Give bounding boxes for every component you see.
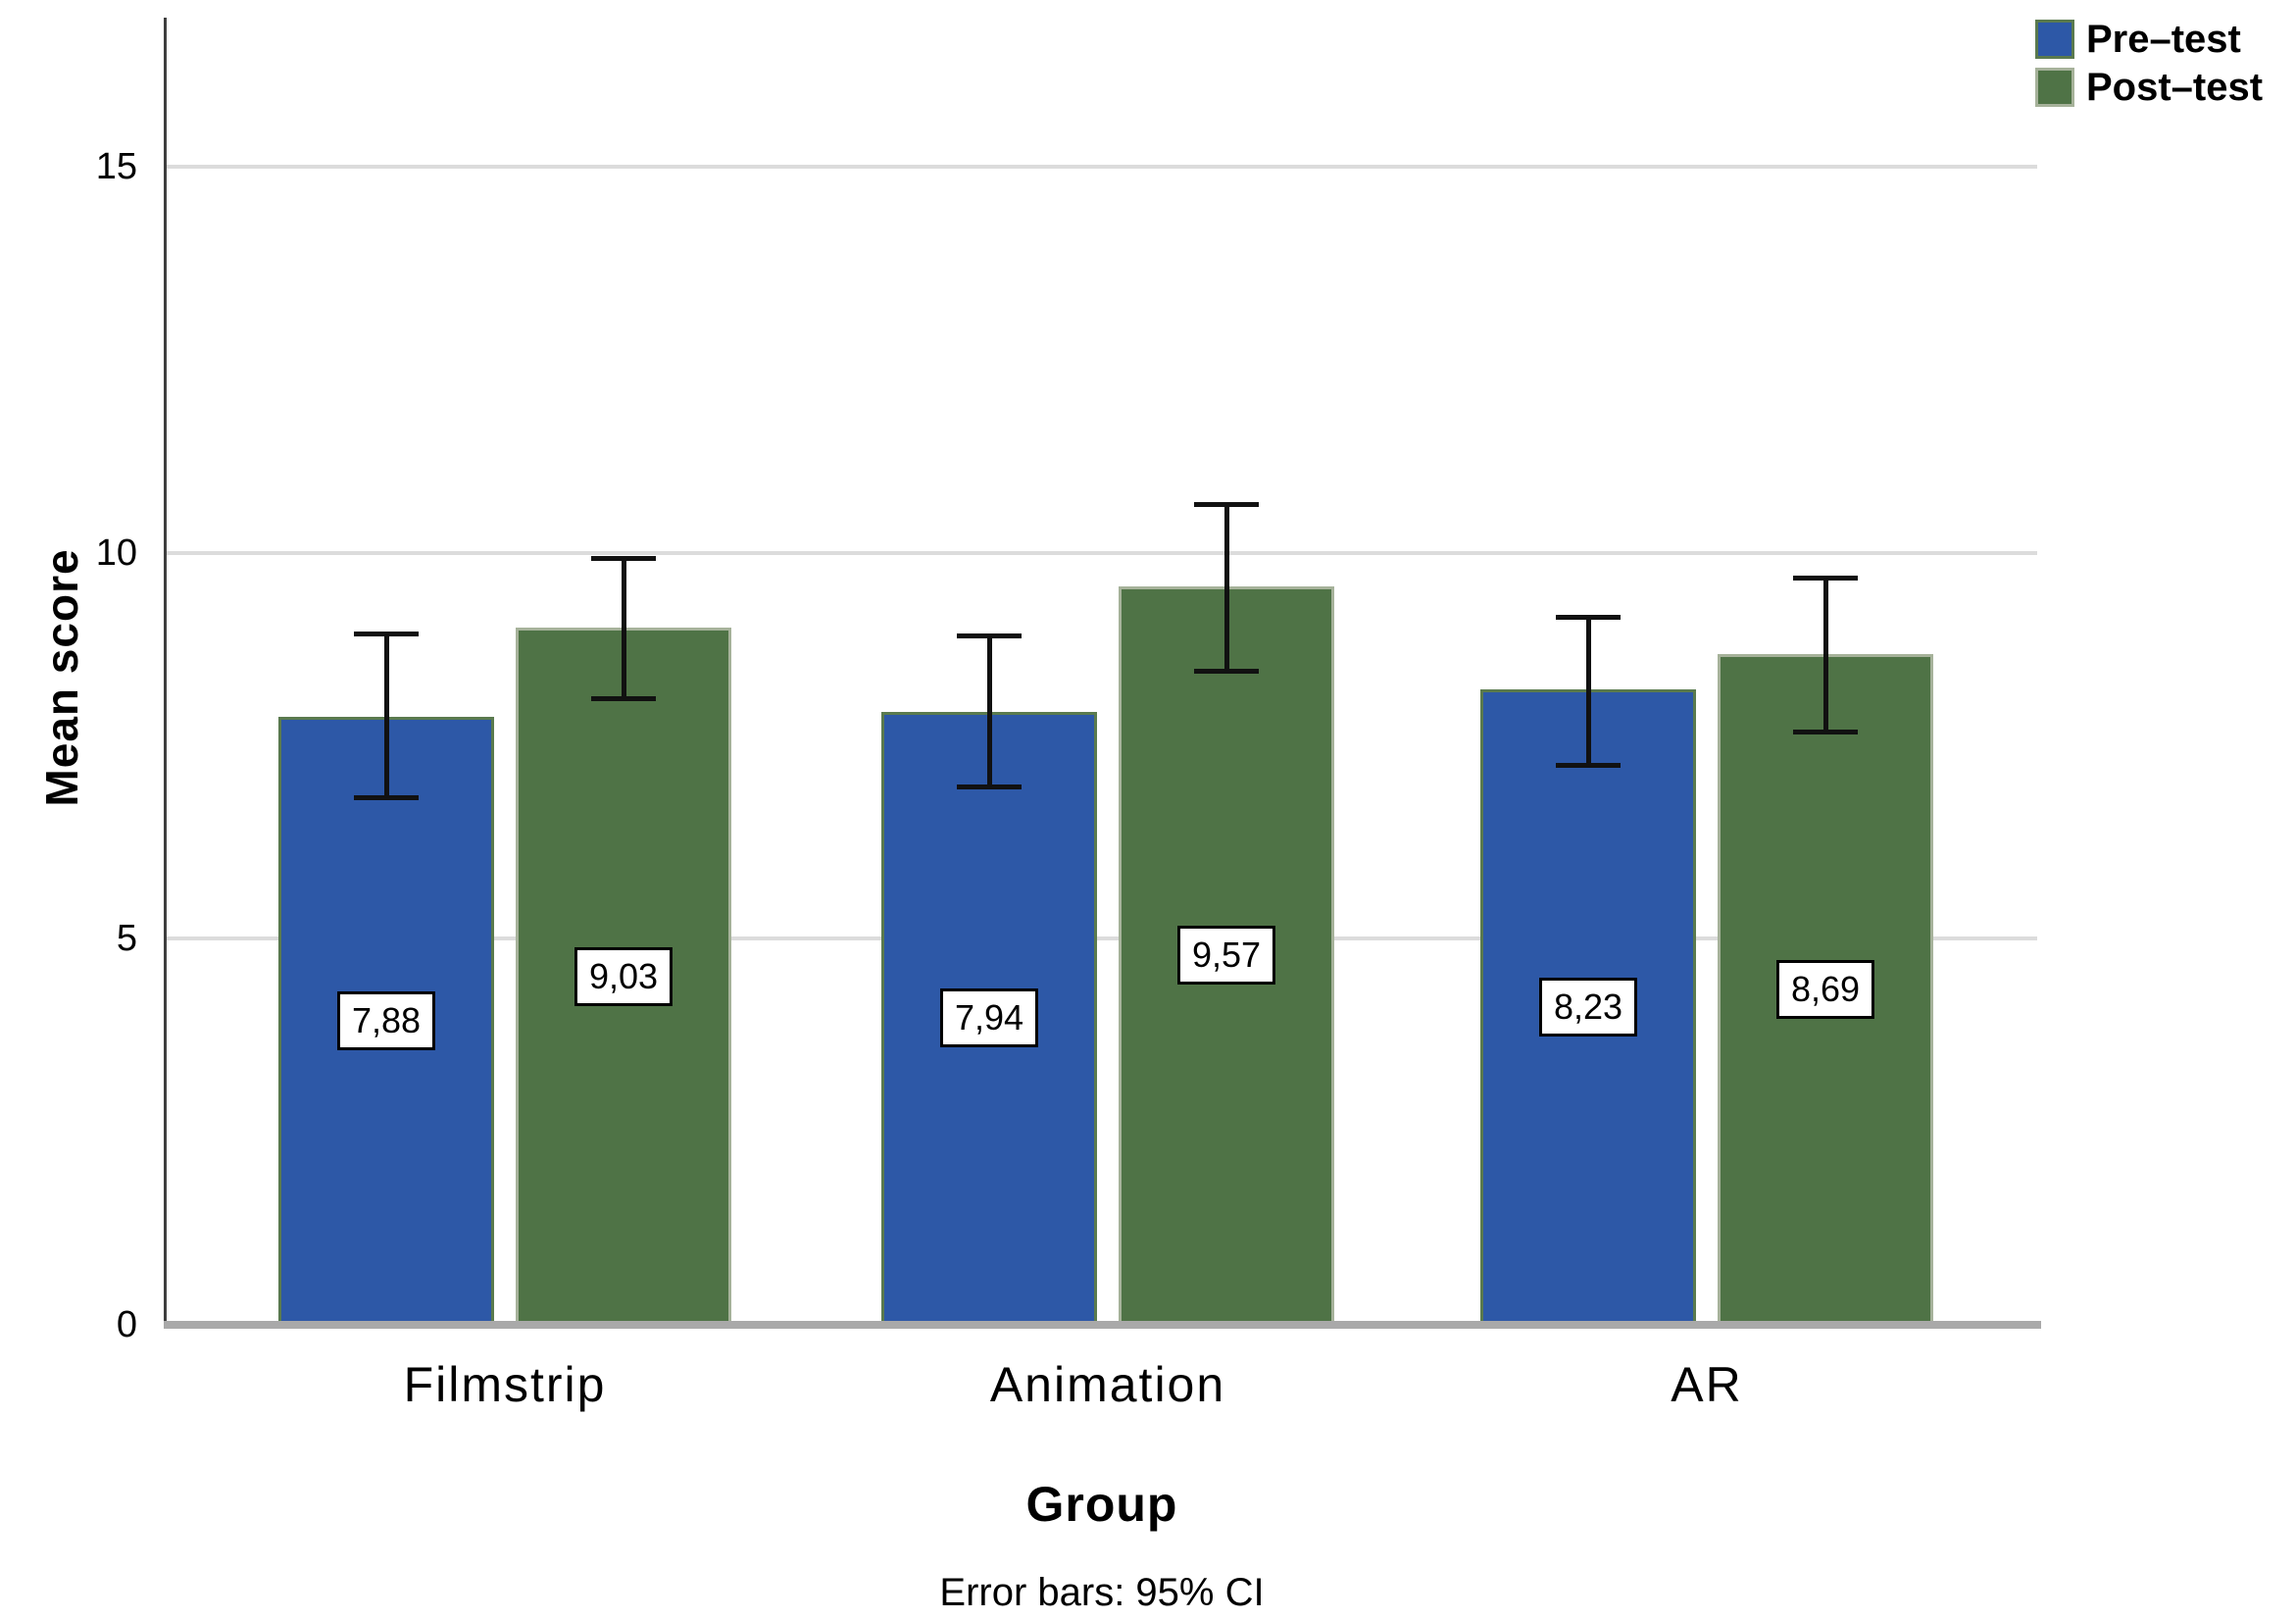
legend-label-posttest: Post–test bbox=[2086, 66, 2264, 109]
gridline-10 bbox=[167, 550, 2037, 555]
error-bar-pretest-filmstrip bbox=[383, 632, 389, 800]
bar-posttest-filmstrip bbox=[516, 628, 731, 1325]
y-axis-line bbox=[164, 18, 167, 1329]
y-tick-label-10: 10 bbox=[95, 531, 137, 574]
error-bar-cap-bottom-posttest-filmstrip bbox=[591, 695, 656, 701]
legend: Pre–test Post–test bbox=[2035, 20, 2263, 116]
error-bar-cap-top-pretest-animation bbox=[957, 633, 1022, 639]
legend-swatch-pretest bbox=[2035, 20, 2074, 59]
value-label-posttest-animation: 9,57 bbox=[1176, 926, 1276, 986]
error-bar-cap-bottom-pretest-animation bbox=[957, 784, 1022, 790]
value-label-pretest-filmstrip: 7,88 bbox=[336, 990, 436, 1050]
y-axis-title: Mean score bbox=[36, 548, 87, 807]
legend-item-posttest: Post–test bbox=[2035, 68, 2263, 107]
error-bar-posttest-ar bbox=[1822, 576, 1828, 734]
error-bar-cap-bottom-posttest-animation bbox=[1194, 669, 1259, 675]
error-bar-pretest-ar bbox=[1585, 615, 1591, 768]
error-bar-cap-top-posttest-animation bbox=[1194, 501, 1259, 507]
error-bar-cap-bottom-pretest-ar bbox=[1556, 762, 1621, 768]
category-label-animation: Animation bbox=[989, 1357, 1226, 1412]
error-bar-cap-top-pretest-filmstrip bbox=[354, 632, 419, 636]
y-tick-label-0: 0 bbox=[116, 1304, 137, 1345]
error-bar-cap-top-posttest-filmstrip bbox=[591, 555, 656, 561]
gridline-15 bbox=[167, 165, 2037, 170]
error-bar-cap-top-posttest-ar bbox=[1793, 576, 1858, 582]
bar-posttest-ar bbox=[1718, 653, 1933, 1325]
error-bar-cap-bottom-pretest-filmstrip bbox=[354, 794, 419, 800]
value-label-posttest-ar: 8,69 bbox=[1775, 959, 1875, 1019]
value-label-pretest-ar: 8,23 bbox=[1538, 978, 1638, 1037]
plot-area: 7,88 7,94 8,23 9,03 9,57 8,69 bbox=[167, 20, 2037, 1325]
gridline-5 bbox=[167, 936, 2037, 941]
value-label-pretest-animation: 7,94 bbox=[939, 988, 1039, 1048]
y-tick-label-15: 15 bbox=[95, 146, 137, 188]
error-bars-caption: Error bars: 95% CI bbox=[939, 1571, 1265, 1614]
x-axis-line bbox=[164, 1321, 2041, 1329]
x-axis-title: Group bbox=[1025, 1477, 1178, 1532]
error-bar-cap-bottom-posttest-ar bbox=[1793, 729, 1858, 734]
legend-label-pretest: Pre–test bbox=[2086, 18, 2241, 61]
legend-swatch-posttest bbox=[2035, 68, 2074, 107]
error-bar-posttest-filmstrip bbox=[621, 555, 626, 701]
category-label-ar: AR bbox=[1671, 1357, 1743, 1412]
error-bar-posttest-animation bbox=[1223, 501, 1229, 675]
error-bar-pretest-animation bbox=[986, 633, 992, 790]
category-label-filmstrip: Filmstrip bbox=[403, 1357, 607, 1412]
y-tick-label-5: 5 bbox=[116, 918, 137, 960]
error-bar-cap-top-pretest-ar bbox=[1556, 615, 1621, 621]
value-label-posttest-filmstrip: 9,03 bbox=[574, 946, 674, 1006]
legend-item-pretest: Pre–test bbox=[2035, 20, 2263, 59]
